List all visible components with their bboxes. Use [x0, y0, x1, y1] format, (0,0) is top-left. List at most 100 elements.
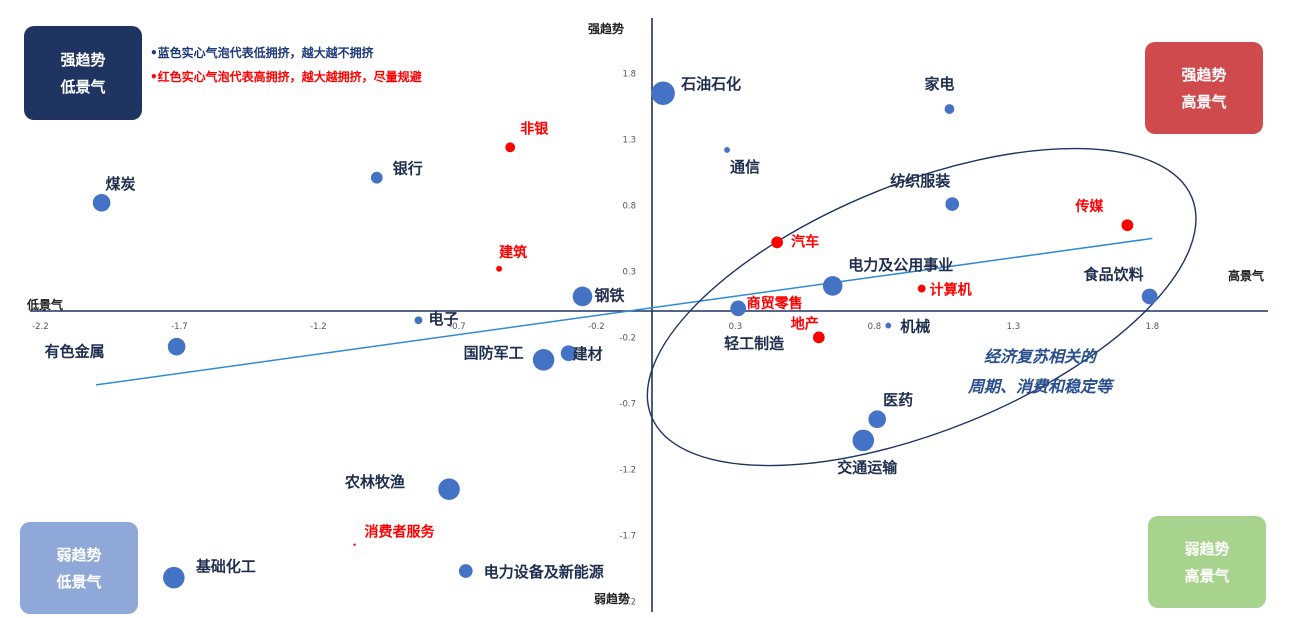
bubble-point: [868, 410, 886, 429]
bubble-point: [167, 337, 186, 356]
ellipse-note-line1: 经济复苏相关的: [984, 347, 1098, 366]
bubble-point: [945, 197, 960, 211]
bubble-point: [370, 171, 383, 184]
bubble-point: [781, 300, 784, 303]
bubble-label: 国防军工: [464, 344, 524, 362]
bubble-label: 计算机: [930, 282, 972, 299]
bubble-point: [822, 276, 843, 296]
bubble-label: 电力设备及新能源: [484, 563, 604, 581]
bubble-label: 钢铁: [595, 286, 625, 304]
x-tick-label: 1.8: [1146, 322, 1160, 332]
data-points: [92, 81, 1158, 589]
x-tick-label: 0.8: [868, 322, 882, 332]
bubble-point: [1121, 219, 1134, 232]
x-tick-label: 0.3: [729, 322, 743, 332]
y-axis-title-positive: 强趋势: [588, 21, 624, 36]
bubble-label: 地产: [791, 315, 819, 332]
y-tick-label: 0.3: [622, 267, 636, 277]
bubble-point: [353, 543, 356, 546]
bubble-label: 消费者服务: [365, 524, 436, 541]
quadrant-bottom-right-line1: 弱趋势: [1184, 540, 1229, 558]
bubble-point: [458, 564, 473, 578]
y-tick-label: -0.7: [619, 399, 636, 409]
x-tick-label: -2.2: [32, 322, 49, 332]
bubble-label: 交通运输: [837, 458, 898, 476]
bubble-label: 医药: [883, 391, 913, 409]
bubble-label: 电子: [428, 310, 458, 328]
bubble-label: 非银: [520, 120, 549, 137]
bubble-point: [852, 429, 875, 452]
bubble-point: [496, 265, 503, 272]
bubble-label: 商贸零售: [747, 295, 803, 312]
y-tick-labels: 1.8 1.3 0.8 0.3 -0.2 -0.7 -1.2 -1.7 -2.2: [619, 69, 636, 607]
bubble-label: 建材: [573, 345, 603, 363]
x-tick-label: 1.3: [1007, 322, 1021, 332]
bubble-point: [414, 316, 423, 325]
y-tick-label: -1.7: [619, 531, 636, 541]
x-tick-label: -0.7: [449, 322, 466, 332]
x-tick-label: -1.2: [310, 322, 327, 332]
bubble-label: 纺织服装: [890, 172, 951, 190]
bubble-point: [812, 331, 825, 344]
bubble-label: 银行: [393, 160, 423, 178]
bubble-point: [651, 81, 675, 105]
bubble-label: 通信: [730, 158, 760, 176]
y-tick-label: -1.2: [619, 465, 636, 475]
trend-line: [95, 237, 1153, 386]
x-axis-title-negative: 低景气: [26, 297, 63, 312]
bubble-label: 传媒: [1074, 198, 1104, 215]
bubble-point: [572, 286, 593, 307]
y-tick-label: -0.2: [619, 333, 636, 343]
y-axis-title-negative: 弱趋势: [594, 591, 630, 606]
note-red-bubbles: •红色实心气泡代表高拥挤，越大越拥挤，尽量规避: [150, 69, 422, 84]
bubble-label: 食品饮料: [1084, 265, 1144, 283]
bubble-label: 基础化工: [195, 558, 256, 576]
y-tick-label: 1.8: [622, 69, 636, 79]
bubble-point: [944, 104, 955, 114]
bubble-point: [1141, 288, 1158, 305]
ellipse-note-line2: 周期、消费和稳定等: [967, 377, 1115, 396]
quadrant-top-right: 强趋势 高景气: [1145, 42, 1263, 134]
bubble-point: [560, 345, 577, 362]
bubble-point: [163, 566, 185, 589]
bubble-point: [92, 193, 111, 212]
bubble-point: [917, 284, 926, 293]
bubble-point: [438, 478, 460, 500]
x-tick-label: -1.7: [171, 322, 188, 332]
bubble-label: 汽车: [791, 233, 819, 250]
y-tick-label: 1.3: [622, 135, 636, 145]
bubble-label: 煤炭: [106, 175, 136, 193]
bubble-point: [771, 236, 783, 249]
quadrant-top-left-line2: 低景气: [59, 78, 105, 96]
bubble-label: 轻工制造: [724, 334, 784, 352]
quadrant-bottom-right-line2: 高景气: [1184, 567, 1229, 585]
quadrant-top-left: 强趋势 低景气: [24, 26, 142, 120]
bubble-label: 机械: [900, 318, 930, 336]
bubble-point: [885, 322, 892, 329]
y-tick-label: -2.2: [619, 597, 636, 607]
x-tick-labels: -2.2 -1.7 -1.2 -0.7 -0.2 0.3 0.8 1.3 1.8: [32, 322, 1159, 332]
quadrant-bottom-left: 弱趋势 低景气: [20, 522, 138, 614]
note-blue-bubbles: •蓝色实心气泡代表低拥挤，越大越不拥挤: [150, 45, 375, 60]
bubble-label: 家电: [924, 75, 954, 93]
quadrant-top-right-line1: 强趋势: [1181, 66, 1226, 84]
bubble-label: 农林牧渔: [344, 473, 405, 491]
bubble-point: [505, 142, 516, 153]
bubble-label: 石油石化: [680, 75, 741, 93]
bubble-label: 电力及公用事业: [848, 256, 953, 274]
quadrant-bottom-left-line2: 低景气: [55, 573, 101, 591]
quadrant-bottom-right: 弱趋势 高景气: [1148, 516, 1266, 608]
bubble-label: 建筑: [499, 244, 527, 261]
bubble-point: [730, 300, 747, 317]
quadrant-top-right-line2: 高景气: [1181, 93, 1226, 111]
quadrant-bottom-left-line1: 弱趋势: [56, 546, 101, 564]
bubble-point: [532, 349, 555, 371]
quadrant-top-left-line1: 强趋势: [60, 51, 105, 69]
bubble-point: [724, 147, 730, 153]
bubble-label: 有色金属: [45, 343, 105, 361]
y-tick-label: 0.8: [622, 201, 636, 211]
x-tick-label: -0.2: [588, 322, 605, 332]
recovery-ellipse: [646, 147, 1197, 467]
